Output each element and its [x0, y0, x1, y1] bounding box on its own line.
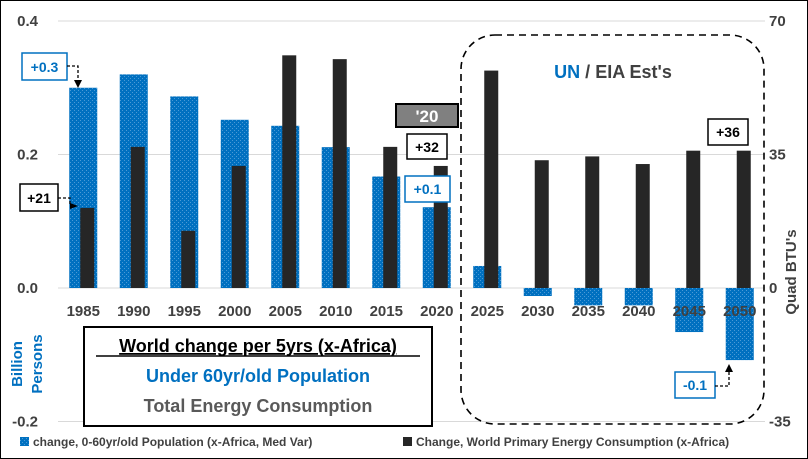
x-tick-2025: 2025 [471, 303, 504, 320]
svg-text:+36: +36 [716, 124, 740, 140]
title-box: World change per 5yrs (x-Africa) Under 6… [83, 326, 433, 427]
annotation-pop-1985: +0.3 [21, 52, 82, 88]
legend-swatch-energy [403, 437, 412, 446]
annotation-energy-2050: +36 [707, 118, 749, 146]
x-tick-1985: 1985 [67, 303, 100, 320]
annotations: +0.3 +21 '20 +32 +0.1 +36 [19, 52, 749, 399]
x-tick-2030: 2030 [521, 303, 554, 320]
legend-label-population: change, 0-60yr/old Population (x-Africa,… [33, 435, 312, 449]
bar-population-2050 [725, 288, 754, 361]
bar-energy-2010 [332, 59, 347, 289]
projection-region [460, 34, 765, 425]
y-right-tick-3: -35 [769, 414, 791, 431]
bar-energy-2005 [282, 55, 297, 289]
y-axis-left-label-billion: Billion [9, 341, 26, 387]
annotation-year-2020: '20 [395, 103, 459, 128]
y-left-tick-0: 0.4 [17, 13, 39, 30]
y-left-tick-2: 0.0 [17, 280, 38, 297]
y-right-tick-2: 0 [769, 280, 777, 297]
bar-energy-2050 [736, 150, 751, 288]
y-axis-right-label: Quad BTU's [783, 229, 800, 314]
x-tick-2010: 2010 [319, 303, 352, 320]
x-tick-2015: 2015 [370, 303, 403, 320]
svg-text:'20: '20 [416, 107, 439, 126]
axis-ticks: 1985 1990 1995 2000 2005 2010 2015 2020 2025 2030… [12, 13, 791, 431]
x-tick-2040: 2040 [622, 303, 655, 320]
bar-energy-2040 [635, 164, 650, 288]
bar-energy-2030 [534, 160, 549, 288]
bars [69, 55, 754, 361]
annotation-pop-2050: -0.1 [674, 364, 733, 399]
svg-text:+32: +32 [415, 139, 439, 155]
x-tick-2045: 2045 [673, 303, 706, 320]
bar-energy-2015 [383, 146, 398, 288]
x-tick-2050: 2050 [723, 303, 756, 320]
x-tick-2020: 2020 [420, 303, 453, 320]
y-right-tick-1: 35 [769, 147, 786, 164]
bar-energy-2045 [686, 150, 701, 288]
y-left-tick-1: 0.2 [17, 147, 38, 164]
x-tick-2035: 2035 [572, 303, 605, 320]
x-tick-1990: 1990 [117, 303, 150, 320]
bar-energy-2025 [484, 70, 499, 288]
bar-energy-1995 [181, 230, 196, 288]
legend-swatch-population [20, 437, 29, 446]
bar-population-2040 [624, 288, 653, 306]
svg-text:+0.3: +0.3 [31, 59, 59, 75]
y-left-tick-3: -0.2 [12, 414, 38, 431]
bar-population-2030 [523, 288, 552, 297]
annotation-pop-2020: +0.1 [404, 175, 451, 203]
bar-population-2045 [675, 288, 704, 333]
bar-energy-2035 [585, 156, 600, 288]
legend: change, 0-60yr/old Population (x-Africa,… [20, 435, 729, 449]
y-right-tick-0: 70 [769, 13, 786, 30]
legend-label-energy: Change, World Primary Energy Consumption… [416, 435, 729, 449]
bar-energy-1990 [130, 146, 145, 288]
bar-energy-2000 [231, 165, 246, 288]
bar-energy-1985 [80, 207, 95, 288]
title-line-2: Under 60yr/old Population [146, 366, 370, 386]
x-tick-1995: 1995 [168, 303, 201, 320]
bar-population-2035 [574, 288, 603, 306]
annotation-energy-2020: +32 [406, 133, 448, 160]
x-tick-2005: 2005 [269, 303, 302, 320]
y-axis-left-label-persons: Persons [29, 334, 46, 393]
svg-text:+0.1: +0.1 [414, 181, 442, 197]
svg-text:-0.1: -0.1 [683, 377, 707, 393]
title-line-1: World change per 5yrs (x-Africa) [119, 336, 397, 356]
annotation-energy-1985: +21 [19, 183, 78, 212]
svg-text:+21: +21 [27, 190, 51, 206]
projection-label: UN / EIA Est's [554, 62, 672, 82]
title-line-3: Total Energy Consumption [144, 396, 373, 416]
x-tick-2000: 2000 [218, 303, 251, 320]
